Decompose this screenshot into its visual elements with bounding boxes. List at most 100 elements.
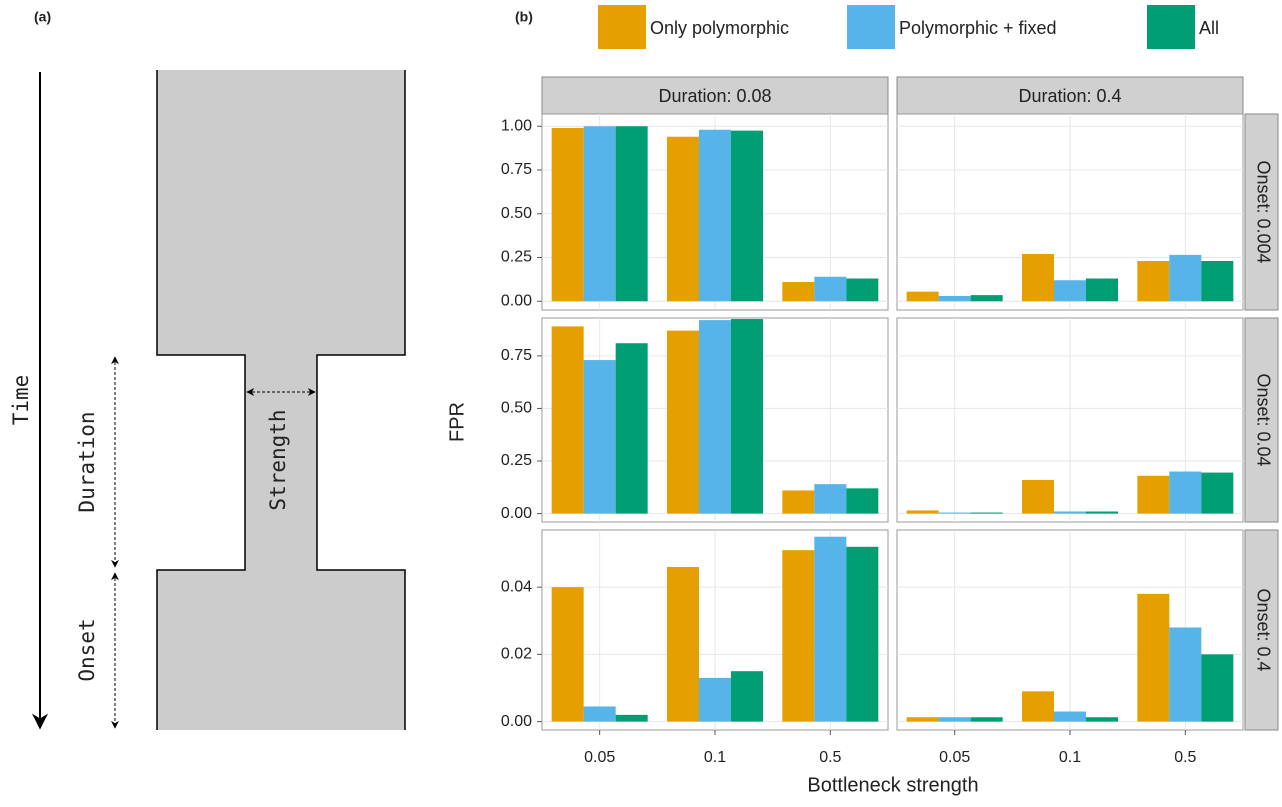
bar (1169, 254, 1202, 302)
bar (846, 278, 879, 302)
y-tick-label: 0.50 (501, 205, 532, 222)
bar (1086, 717, 1118, 722)
bar (667, 566, 699, 722)
bar (1137, 261, 1170, 302)
y-axis-title: FPR (446, 402, 468, 442)
bar (906, 291, 939, 302)
y-tick-label: 0.04 (501, 578, 532, 595)
bar (731, 130, 763, 302)
legend-label: All (1199, 18, 1219, 38)
bottleneck-outline (156, 70, 406, 730)
bar (906, 510, 939, 514)
bar (731, 671, 763, 722)
bar (1086, 278, 1118, 302)
bar (1201, 654, 1234, 722)
bottleneck-shape (157, 70, 405, 730)
bar (1054, 280, 1086, 302)
bar (699, 129, 731, 302)
y-tick-label: 0.50 (501, 400, 532, 417)
panel-a: (a) Time Duration Onset Strength (9, 9, 406, 730)
bar (846, 546, 879, 722)
y-tick-label: 1.00 (501, 117, 532, 134)
bar (782, 490, 815, 514)
x-axis-title: Bottleneck strength (807, 774, 978, 796)
y-tick-label: 0.75 (501, 161, 532, 178)
bar (1086, 511, 1118, 514)
x-tick-label: 0.5 (819, 749, 841, 766)
legend-label: Only polymorphic (650, 18, 789, 38)
bar (731, 319, 763, 514)
bar (938, 512, 971, 514)
y-tick-label: 0.00 (501, 713, 532, 730)
bar (667, 330, 699, 514)
facet-strip (1244, 529, 1279, 731)
bar (615, 343, 648, 514)
bar (846, 488, 879, 514)
bar (970, 295, 1003, 302)
y-tick-label: 0.25 (501, 452, 532, 469)
facet-strip (1244, 317, 1279, 523)
y-tick-label: 0.75 (501, 347, 532, 364)
strength-label: Strength (266, 409, 290, 510)
facet-strip-label: Duration: 0.4 (1018, 86, 1121, 106)
bar (583, 360, 616, 514)
bar (1054, 711, 1086, 722)
x-tick-label: 0.05 (584, 749, 615, 766)
facet-strip-label: Onset: 0.04 (1253, 373, 1273, 466)
bar (1201, 261, 1234, 302)
bar (1137, 475, 1170, 514)
bar (814, 276, 847, 302)
bar (1022, 254, 1054, 302)
panel-label: (a) (34, 9, 51, 25)
onset-label: Onset (75, 618, 99, 681)
bar (699, 677, 731, 722)
y-tick-label: 0.02 (501, 646, 532, 663)
bar (1022, 479, 1054, 514)
bar (814, 536, 847, 722)
legend-label: Polymorphic + fixed (899, 18, 1057, 38)
facet-strip (541, 76, 889, 115)
x-tick-label: 0.05 (939, 749, 970, 766)
facet-strip-label: Onset: 0.004 (1253, 160, 1273, 263)
x-tick-label: 0.1 (704, 749, 726, 766)
y-tick-label: 0.00 (501, 292, 532, 309)
legend-swatch (598, 5, 646, 49)
bar (583, 126, 616, 302)
facet-strip (1244, 113, 1279, 311)
bar (938, 717, 971, 722)
legend-swatch (847, 5, 895, 49)
bar (814, 484, 847, 514)
duration-label: Duration (75, 411, 99, 512)
bar (583, 706, 616, 722)
bar (1201, 472, 1234, 514)
bar (1169, 627, 1202, 722)
bar (1169, 471, 1202, 514)
bar (551, 326, 584, 514)
legend-swatch (1147, 5, 1195, 49)
y-tick-label: 0.25 (501, 249, 532, 266)
bar (1022, 691, 1054, 722)
bar (551, 128, 584, 302)
bar (782, 282, 815, 302)
bar (1137, 593, 1170, 722)
bar (667, 136, 699, 302)
bar (699, 320, 731, 514)
bar (906, 717, 939, 722)
bar (970, 512, 1003, 514)
time-label: Time (9, 375, 33, 426)
bar (938, 296, 971, 302)
facet-strip-label: Duration: 0.08 (658, 86, 771, 106)
bar (782, 550, 815, 722)
bar (615, 126, 648, 302)
bar (970, 717, 1003, 722)
y-tick-label: 0.00 (501, 505, 532, 522)
x-tick-label: 0.5 (1174, 749, 1196, 766)
facet-strip-label: Onset: 0.4 (1253, 588, 1273, 671)
x-tick-label: 0.1 (1059, 749, 1081, 766)
bar (551, 587, 584, 722)
bar (1054, 511, 1086, 514)
panel-label: (b) (515, 9, 533, 25)
bar (615, 714, 648, 722)
